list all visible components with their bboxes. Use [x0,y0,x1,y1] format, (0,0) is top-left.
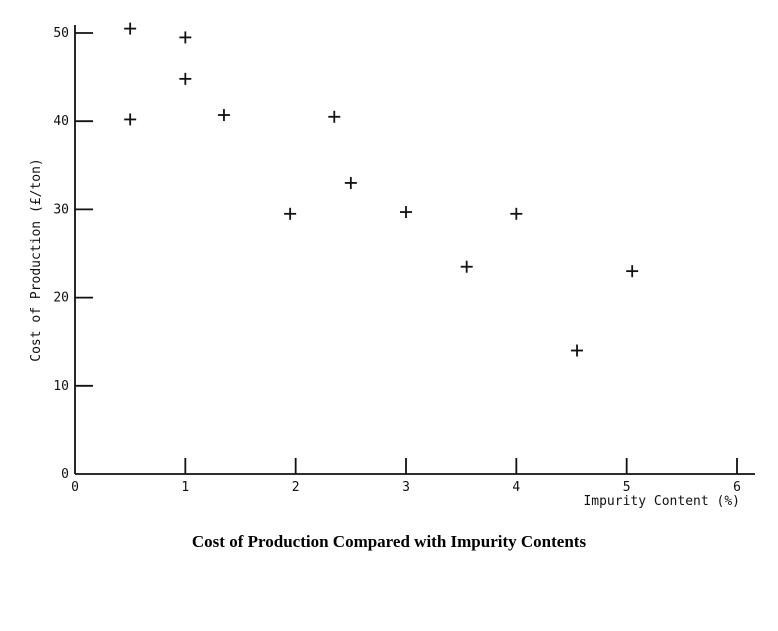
data-point [510,207,523,220]
data-point [626,265,639,278]
axes [74,25,755,475]
data-point [460,260,473,273]
data-point [400,206,412,219]
data-point [179,31,192,44]
x-axis-title: Impurity Content (%) [583,494,740,509]
data-points [124,22,639,357]
y-tick-label: 20 [53,291,69,306]
x-tick-label: 4 [512,480,520,495]
x-tick-label: 5 [623,480,631,495]
y-tick-label: 10 [53,379,69,394]
x-tick-label: 0 [71,480,79,495]
y-tick-label: 0 [61,467,69,482]
data-point [179,72,192,85]
x-tick-label: 6 [733,480,741,495]
data-point [344,176,357,189]
data-point [571,344,584,357]
y-tick-label: 30 [53,202,69,217]
data-point [284,207,297,220]
chart-title: Cost of Production Compared with Impurit… [191,532,587,551]
ticks: 0 1 2 3 4 5 6 0 10 20 30 40 50 [53,26,741,495]
x-tick-label: 2 [292,480,300,495]
x-tick-label: 1 [181,480,189,495]
data-point [217,109,230,122]
data-point [124,22,137,35]
y-tick-label: 50 [53,26,69,41]
x-tick-label: 3 [402,480,410,495]
data-point [124,113,137,126]
data-point [328,110,341,123]
y-axis-title: Cost of Production (£/ton) [29,158,44,362]
y-tick-label: 40 [53,114,69,129]
